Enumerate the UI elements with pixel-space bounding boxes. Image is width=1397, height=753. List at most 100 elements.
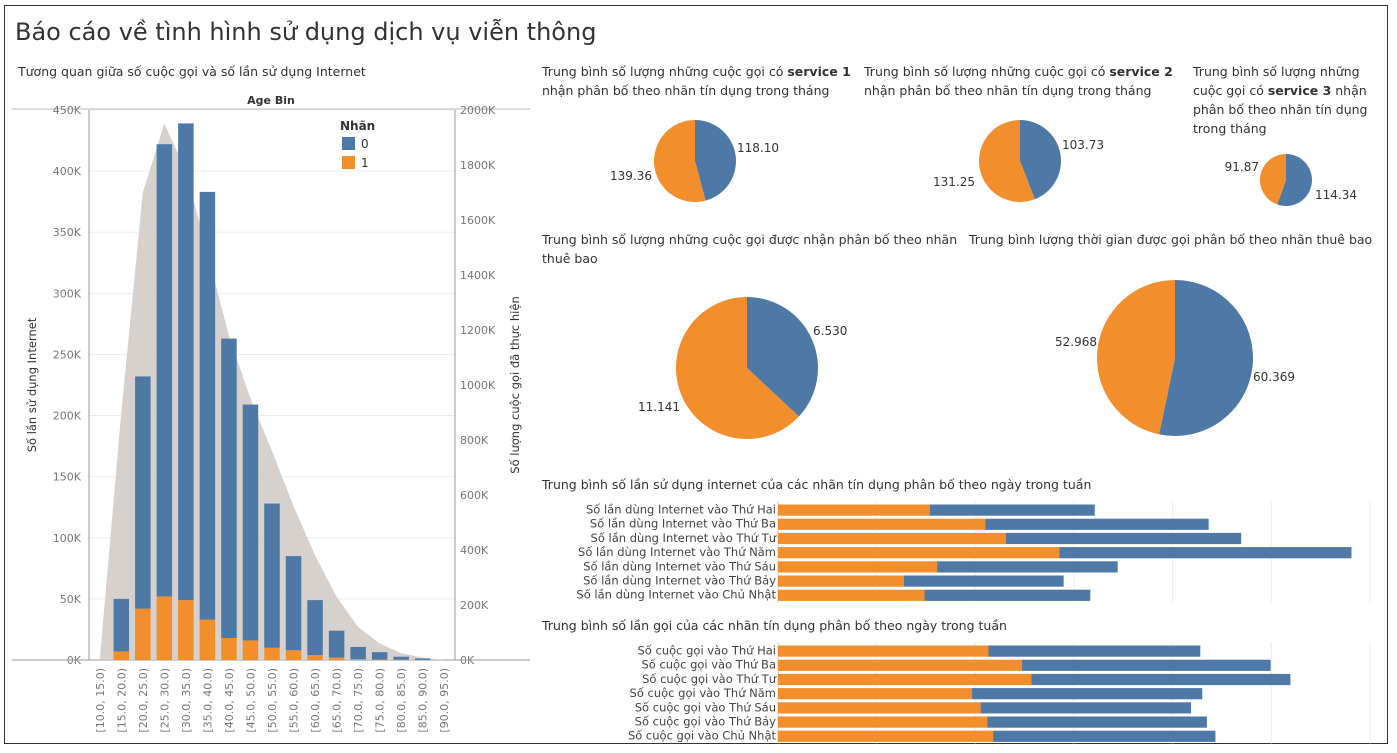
pie-value-label: 11.141 [638, 400, 680, 414]
pie-slice-label-0 [747, 297, 818, 417]
hbar-category-label: Số cuộc gọi vào Thứ Sáu [635, 700, 776, 714]
pie-slice-label-1 [654, 119, 706, 202]
pie-value-label: 118.10 [737, 141, 779, 155]
combo-bar-label-0 [113, 598, 130, 652]
pie-title-line: nhận phân bố theo nhãn tín dụng trong th… [864, 83, 1151, 98]
hbar-segment-label-0 [972, 688, 1203, 700]
legend-label-0: 0 [361, 137, 369, 151]
combo-bar-label-0 [350, 646, 366, 660]
combo-bar-label-1 [156, 596, 173, 660]
pie-title-line: trong tháng [1193, 121, 1267, 136]
hbar-segment-label-1 [778, 547, 1060, 559]
combo-y2-tick: 1200K [460, 324, 496, 337]
pie-value-label: 6.530 [813, 324, 847, 338]
combo-chart-title: Tương quan giữa số cuộc gọi và số lần sử… [17, 64, 366, 79]
pie-title-text: nhận [1331, 83, 1366, 98]
combo-bar-label-0 [393, 656, 409, 660]
combo-y2-tick: 2000K [460, 104, 496, 117]
hbar-chart-title: Trung bình số lần sử dụng internet của c… [541, 477, 1091, 492]
pie-title-text: Trung bình số lượng những [1192, 64, 1360, 79]
pie-title-text: Trung bình lượng thời gian được gọi phân… [968, 232, 1372, 247]
combo-x-tick: [65.0, 70.0) [331, 668, 344, 733]
combo-bar-label-1 [113, 651, 130, 660]
pie-slice-label-0 [695, 120, 736, 201]
hbar-segment-label-1 [778, 673, 1032, 686]
hbar-chart-title: Trung bình số lần gọi của các nhãn tín d… [541, 618, 1007, 633]
hbar-category-label: Số cuộc gọi vào Thứ Ba [641, 658, 776, 672]
combo-y2-tick: 600K [460, 489, 489, 502]
hbar-category-label: Số lần dùng Internet vào Thứ Bảy [583, 574, 776, 588]
combo-bar-label-1 [242, 640, 259, 660]
combo-x-tick: [85.0, 90.0) [417, 668, 430, 733]
pie-slice-label-0 [1159, 280, 1253, 437]
pie-value-label: 103.73 [1062, 138, 1104, 152]
pie-title-text: Trung bình số lượng những cuộc gọi được … [541, 232, 957, 247]
hbar-segment-label-1 [778, 504, 930, 516]
combo-x-tick: [30.0, 35.0) [180, 668, 193, 733]
combo-bar-label-1 [199, 619, 216, 660]
hbar-category-label: Số lần dùng Internet vào Thứ Tư [591, 531, 777, 545]
combo-bar-label-1 [135, 608, 151, 660]
combo-x-tick: [70.0, 75.0) [352, 668, 365, 733]
hbar-segment-label-1 [778, 716, 988, 728]
combo-y-tick: 150K [53, 471, 82, 484]
pie-value-label: 139.36 [610, 169, 652, 183]
pie-value-label: 91.87 [1225, 160, 1259, 174]
hbar-category-label: Số cuộc gọi vào Thứ Năm [630, 686, 776, 700]
combo-bar-label-1 [285, 650, 302, 660]
pie-charts: Trung bình số lượng những cuộc gọi có se… [541, 64, 1372, 439]
combo-header-label: Age Bin [247, 94, 295, 107]
combo-y2-tick: 1800K [460, 159, 496, 172]
combo-bar-label-1 [264, 647, 280, 660]
pie-slice-label-1 [1260, 154, 1286, 205]
combo-x-tick: [40.0, 45.0) [223, 668, 236, 733]
pie-title-text: cuộc gọi có [1193, 83, 1268, 98]
combo-x-tick: [35.0, 40.0) [201, 668, 214, 733]
combo-bar-label-0 [199, 191, 216, 620]
hbar-segment-label-0 [985, 518, 1209, 530]
legend-title: Nhãn [340, 119, 375, 133]
pie-title-line: Trung bình số lượng những [1192, 64, 1360, 79]
legend-label-1: 1 [361, 156, 369, 170]
pie-title-line: cuộc gọi có service 3 nhận [1193, 83, 1367, 98]
combo-bar-label-1 [178, 600, 194, 660]
hbar-category-label: Số cuộc gọi vào Thứ Hai [638, 644, 777, 658]
combo-y-tick: 300K [53, 287, 82, 300]
combo-y2-tick: 200K [460, 599, 489, 612]
hbar-category-label: Số lần dùng Internet vào Thứ Hai [586, 503, 776, 517]
combo-bar-label-0 [242, 404, 259, 641]
combo-bar-label-0 [264, 503, 280, 648]
hbar-segment-label-0 [1031, 673, 1291, 686]
pie-title-text: trong tháng [1193, 121, 1267, 136]
combo-x-tick: [25.0, 30.0) [158, 668, 171, 733]
combo-x-tick: [55.0, 60.0) [288, 668, 301, 733]
hbar-segment-label-1 [778, 659, 1023, 671]
combo-y2-axis-label: Số lượng cuộc gọi đã thực hiện [508, 296, 522, 473]
pie-title-text: Trung bình số lượng những cuộc gọi có [863, 64, 1109, 79]
combo-y2-tick: 400K [460, 544, 489, 557]
pie-title-line: Trung bình số lượng những cuộc gọi có se… [541, 64, 851, 79]
combo-y-tick: 200K [53, 410, 82, 423]
hbar-segment-label-0 [987, 716, 1207, 728]
pie-title-line: phân bố theo nhãn tín dụng [1193, 102, 1368, 117]
combo-y2-tick: 800K [460, 434, 489, 447]
combo-chart: 0K50K100K150K200K250K300K350K400K450K0K2… [12, 104, 530, 733]
combo-y-tick: 450K [53, 104, 82, 117]
combo-y2-tick: 1600K [460, 214, 496, 227]
pie-slice-label-1 [676, 297, 799, 439]
hbar-segment-label-0 [988, 645, 1201, 657]
hbar-category-label: Số lần dùng Internet vào Thứ Năm [578, 545, 776, 559]
pie-slice-label-1 [1096, 280, 1175, 435]
combo-x-tick: [80.0, 85.0) [395, 668, 408, 733]
combo-bar-label-1 [307, 655, 323, 660]
combo-y-tick: 400K [53, 165, 82, 178]
combo-bar-label-0 [285, 556, 302, 651]
pie-value-label: 60.369 [1253, 370, 1295, 384]
hbar-segment-label-1 [778, 575, 904, 587]
pie-title-text: nhận phân bố theo nhãn tín dụng trong th… [542, 83, 829, 98]
combo-bar-label-1 [350, 659, 366, 660]
combo-y2-tick: 1000K [460, 379, 496, 392]
hbar-segment-label-1 [778, 688, 973, 700]
combo-bar-label-1 [328, 657, 345, 660]
